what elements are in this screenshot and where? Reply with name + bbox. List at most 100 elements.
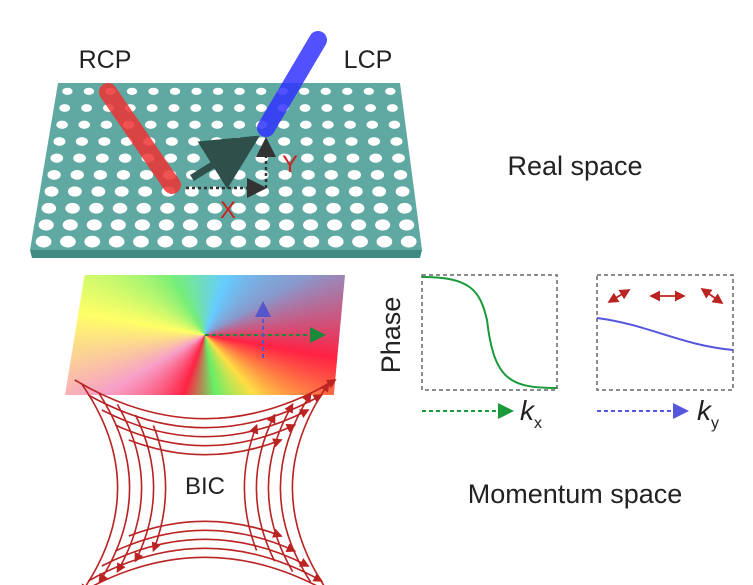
field-line: [114, 423, 297, 447]
hole: [302, 186, 316, 197]
hole: [211, 120, 223, 129]
hole: [212, 87, 224, 95]
hole: [345, 137, 358, 146]
hole: [300, 120, 312, 129]
hole: [278, 219, 295, 231]
hole: [386, 104, 398, 112]
hole: [53, 137, 66, 146]
hole: [83, 87, 95, 95]
hole: [343, 104, 355, 112]
field-line: [151, 425, 167, 553]
hole: [301, 169, 315, 180]
hole: [168, 104, 180, 112]
rcp-label: RCP: [79, 46, 132, 74]
hole: [93, 169, 107, 180]
real-space-label: Real space: [507, 151, 642, 181]
hole: [303, 219, 319, 231]
hole: [299, 87, 310, 95]
hole: [126, 87, 138, 95]
hole: [327, 235, 344, 248]
kx-k: k: [520, 395, 536, 426]
hole: [60, 235, 76, 248]
hole: [393, 169, 408, 180]
ky-label: ky: [697, 395, 719, 432]
hole: [348, 186, 363, 197]
hole: [133, 235, 149, 248]
hole: [189, 120, 201, 129]
hole: [278, 137, 291, 146]
kx-sub: x: [534, 415, 542, 432]
hole: [65, 202, 80, 214]
hole: [375, 219, 391, 231]
ky-phase-curve: [596, 317, 734, 351]
hole: [255, 87, 267, 95]
hole: [96, 153, 109, 163]
hole: [158, 219, 174, 231]
hole: [277, 120, 290, 129]
hole: [231, 186, 246, 197]
field-line: [93, 556, 317, 585]
field-line: [243, 423, 259, 551]
hole: [206, 235, 222, 248]
hole: [234, 104, 245, 112]
rcp-beam: [99, 83, 181, 194]
hole: [376, 235, 393, 248]
hole: [164, 153, 178, 163]
hole: [278, 169, 292, 180]
hole: [157, 235, 174, 248]
field-line: [87, 394, 324, 429]
hole: [148, 87, 159, 95]
hole: [191, 87, 202, 95]
field-line: [74, 379, 337, 420]
hole: [59, 104, 71, 112]
hole: [139, 169, 154, 180]
hole: [342, 87, 353, 95]
hole: [323, 137, 336, 146]
hole: [56, 120, 68, 129]
field-line: [267, 403, 294, 573]
polarization-arrow: [700, 287, 724, 305]
hole: [390, 137, 403, 146]
y-label: Y: [282, 151, 298, 178]
hole: [278, 153, 291, 163]
hole: [344, 120, 356, 129]
hole: [373, 202, 389, 214]
hole: [327, 219, 343, 231]
hole: [388, 120, 401, 129]
hole: [110, 219, 126, 231]
hole: [165, 137, 178, 146]
hole: [321, 104, 333, 112]
field-line: [255, 413, 276, 562]
field-line: [128, 520, 283, 538]
hole: [138, 186, 153, 197]
hole: [392, 153, 405, 163]
hole: [89, 202, 104, 214]
field-line: [80, 382, 119, 585]
hole: [320, 87, 331, 95]
hole: [167, 120, 179, 129]
hole: [73, 153, 86, 163]
hole: [134, 219, 150, 231]
hole: [352, 235, 368, 248]
hole: [278, 202, 294, 214]
hole: [108, 235, 125, 248]
hole: [397, 202, 412, 214]
hole: [370, 169, 385, 180]
hole: [234, 87, 245, 95]
hole: [299, 104, 311, 112]
bic-label: BIC: [185, 473, 225, 500]
hole: [144, 120, 157, 129]
hole: [160, 202, 175, 214]
field-lines: [74, 379, 337, 585]
hole: [230, 235, 247, 248]
hole: [210, 137, 223, 146]
field-line: [98, 393, 131, 584]
hole: [169, 87, 181, 95]
field-line: [116, 403, 143, 573]
hole: [100, 120, 113, 129]
hole: [400, 235, 417, 248]
hole: [91, 186, 106, 197]
hole: [44, 186, 59, 197]
hole: [209, 169, 223, 180]
